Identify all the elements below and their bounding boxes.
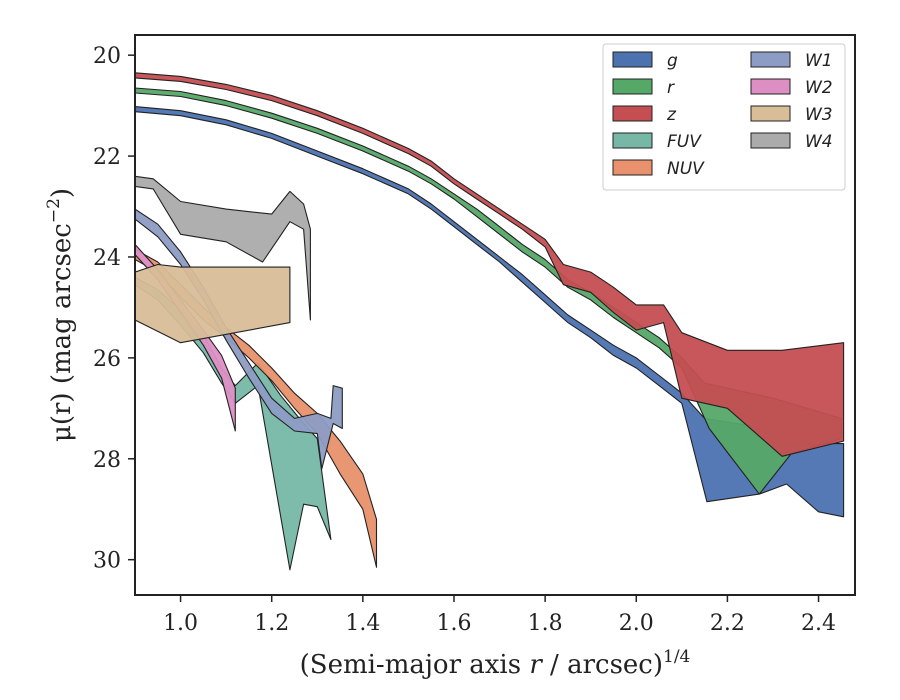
legend-label-r: r	[667, 78, 675, 98]
legend-label-w4: W4	[805, 132, 833, 152]
y-axis-label-exponent: −2	[44, 198, 64, 223]
x-tick-label: 1.8	[528, 611, 563, 636]
x-axis: 1.0 1.2 1.4 1.6 1.8 2.0 2.2 2.4	[163, 595, 836, 636]
legend-label-w2: W2	[805, 78, 833, 98]
y-tick-label: 20	[93, 44, 121, 69]
legend-swatch-w4	[750, 132, 791, 149]
legend-label-z: z	[666, 105, 677, 125]
legend-swatch-fuv	[612, 132, 653, 149]
x-tick-label: 1.6	[436, 611, 471, 636]
profile-bands	[135, 72, 845, 571]
y-tick-label: 24	[93, 246, 121, 271]
legend-label-fuv: FUV	[667, 132, 702, 152]
band-w4	[135, 175, 311, 321]
legend-swatch-w3	[750, 105, 791, 122]
y-tick-label: 30	[93, 549, 121, 574]
plot-frame	[134, 34, 856, 596]
legend-label-nuv: NUV	[667, 159, 705, 179]
x-axis-label-part: / arcsec)	[542, 650, 663, 680]
legend-label-g: g	[667, 51, 678, 71]
legend: grz FUV NUV W1 W2 W3 W4	[602, 43, 846, 191]
x-tick-label: 1.4	[345, 611, 380, 636]
x-tick-label: 2.2	[710, 611, 745, 636]
legend-swatch-g	[612, 51, 653, 68]
x-axis-label: (Semi-major axis r / arcsec)1/4	[300, 647, 691, 680]
y-tick-label: 28	[93, 448, 121, 473]
x-axis-label-part: r	[529, 650, 543, 680]
legend-label-w1: W1	[805, 51, 833, 71]
x-tick-label: 1.2	[254, 611, 289, 636]
legend-swatch-nuv	[612, 159, 653, 176]
legend-swatch-r	[612, 78, 653, 95]
legend-swatch-w1	[750, 51, 791, 68]
legend-swatch-z	[612, 105, 653, 122]
x-tick-label: 2.0	[619, 611, 654, 636]
x-axis-label-exponent: 1/4	[663, 647, 690, 667]
legend-label-w3: W3	[805, 105, 833, 125]
x-tick-label: 1.0	[163, 611, 198, 636]
y-axis-label-close: )	[47, 188, 77, 198]
x-tick-label: 2.4	[801, 611, 836, 636]
y-axis-label: μ(r) (mag arcsec−2)	[44, 188, 77, 442]
x-axis-label-part: (Semi-major axis	[300, 650, 530, 680]
y-tick-label: 26	[93, 347, 121, 372]
band-z	[135, 72, 845, 457]
legend-swatch-w2	[750, 78, 791, 95]
y-axis: 20 22 24 26 28 30	[93, 44, 135, 574]
band-w3	[135, 263, 291, 344]
y-tick-label: 22	[93, 145, 121, 170]
